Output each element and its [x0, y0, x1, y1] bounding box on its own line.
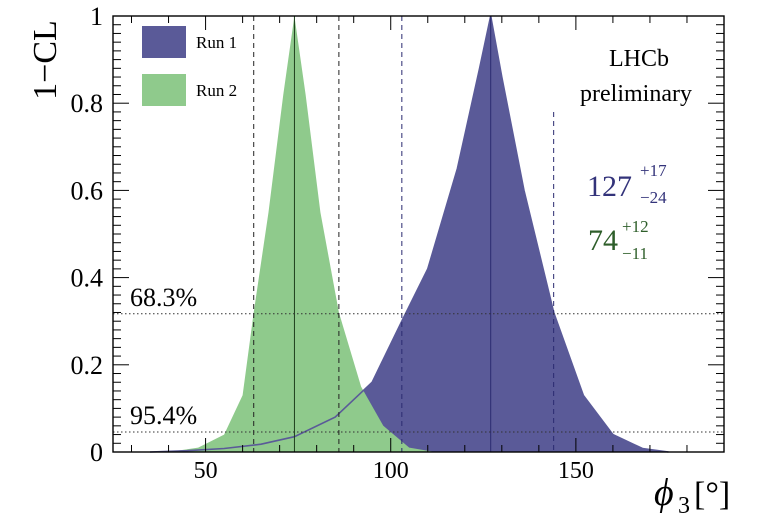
- legend: Run 1 Run 2: [142, 26, 237, 106]
- result-run-1: 127 +17 −24: [587, 161, 667, 207]
- legend-label-run-2: Run 2: [196, 81, 237, 100]
- result-run-2: 74 +12 −11: [588, 217, 649, 263]
- legend-label-run-1: Run 1: [196, 33, 237, 52]
- result-run-2-up: +12: [622, 217, 649, 236]
- legend-swatch-run-1: [142, 26, 186, 58]
- y-tick-label-5: 1: [90, 2, 103, 31]
- y-tick-label-3: 0.6: [71, 176, 104, 205]
- x-axis-label-symbol: ϕ: [654, 472, 674, 514]
- x-tick-label-2: 150: [558, 458, 594, 484]
- cl-label-1: 95.4%: [130, 401, 197, 430]
- x-axis-label-unit: [°]: [694, 476, 730, 513]
- x-tick-label-0: 50: [194, 458, 218, 484]
- x-tick-label-1: 100: [373, 458, 409, 484]
- cl-label-0: 68.3%: [130, 283, 197, 312]
- y-tick-label-2: 0.4: [71, 264, 104, 293]
- series-run-1-area: [150, 16, 669, 452]
- series-run-2-area: [168, 16, 436, 452]
- x-axis-label: ϕ 3 [°]: [654, 472, 730, 517]
- annotation-status: preliminary: [580, 81, 692, 107]
- legend-swatch-run-2: [142, 74, 186, 106]
- y-tick-label-4: 0.8: [71, 89, 104, 118]
- plot-area: 68.3% 95.4% 50 100 150 0 0.2 0.4 0.6 0.8 1: [71, 2, 725, 484]
- result-run-2-central: 74: [588, 224, 618, 257]
- result-run-1-up: +17: [640, 161, 667, 180]
- y-tick-label-0: 0: [90, 438, 103, 467]
- y-tick-label-1: 0.2: [71, 351, 104, 380]
- result-run-1-central: 127: [587, 170, 632, 203]
- series-run-1-line: [149, 15, 669, 453]
- result-run-1-down: −24: [640, 188, 667, 207]
- x-axis-label-subscript: 3: [678, 493, 690, 517]
- y-axis-label: 1−CL: [27, 20, 64, 100]
- result-run-2-down: −11: [622, 244, 648, 263]
- annotation-experiment: LHCb: [609, 46, 669, 72]
